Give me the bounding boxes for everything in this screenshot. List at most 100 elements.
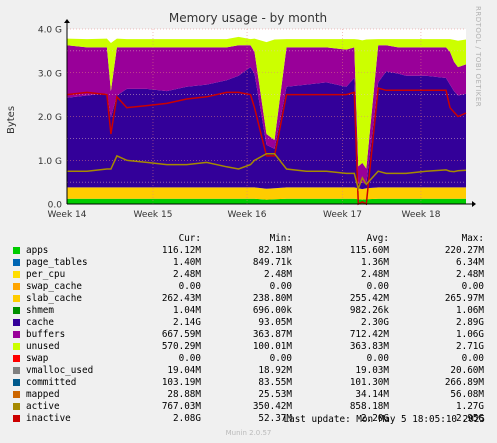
legend-cur: 0.00 — [178, 353, 201, 364]
legend-avg: 2.48M — [361, 269, 389, 280]
legend-min: 18.92M — [258, 365, 292, 376]
legend-max: 265.97M — [444, 293, 484, 304]
legend-name: vmalloc_used — [26, 365, 94, 376]
legend-avg: 858.18M — [349, 401, 389, 412]
legend-name: cache — [26, 317, 54, 328]
axes: 0.0 1.0 G 2.0 G 3.0 G 4.0 G Week 14 Week 15 Wee… — [38, 19, 476, 220]
legend-header-max: Max: — [461, 233, 484, 244]
legend-header-min: Min: — [269, 233, 292, 244]
legend-min: 83.55M — [258, 377, 292, 388]
legend-avg: 982.26k — [349, 305, 389, 316]
y-tick-label: 1.0 G — [38, 157, 62, 167]
legend-avg: 115.60M — [349, 245, 389, 256]
legend-cur: 570.29M — [161, 341, 201, 352]
legend-name: swap_cache — [26, 281, 82, 292]
legend-swatch — [13, 307, 20, 314]
legend-avg: 0.00 — [366, 281, 389, 292]
legend-row: active 767.03M 350.42M 858.18M 1.27G — [0, 401, 497, 413]
legend-row: swap_cache 0.00 0.00 0.00 0.00 — [0, 281, 497, 293]
legend-rows: apps 116.12M 82.18M 115.60M 220.27M page_tabl… — [0, 245, 497, 425]
legend-max: 1.06G — [456, 329, 484, 340]
stack-areas — [67, 36, 466, 204]
legend-avg: 712.42M — [349, 329, 389, 340]
legend-swatch — [13, 415, 20, 422]
legend-min: 350.42M — [252, 401, 292, 412]
legend-name: per_cpu — [26, 269, 66, 280]
area-buffers — [67, 45, 466, 184]
legend-header-avg: Avg: — [366, 233, 389, 244]
legend-row: apps 116.12M 82.18M 115.60M 220.27M — [0, 245, 497, 257]
legend-swatch — [13, 367, 20, 374]
legend-swatch — [13, 283, 20, 290]
legend-name: page_tables — [26, 257, 88, 268]
legend-swatch — [13, 391, 20, 398]
legend-max: 6.34M — [456, 257, 484, 268]
legend-row: per_cpu 2.48M 2.48M 2.48M 2.48M — [0, 269, 497, 281]
x-tick-label: Week 14 — [48, 210, 87, 220]
y-axis-arrow — [64, 19, 70, 23]
legend-name: buffers — [26, 329, 66, 340]
legend-row: slab_cache 262.43M 238.80M 255.42M 265.97M — [0, 293, 497, 305]
legend-row: mapped 28.88M 25.53M 34.14M 56.08M — [0, 389, 497, 401]
y-tick-label: 0.0 — [48, 201, 63, 211]
munin-footer: Munin 2.0.57 — [225, 429, 272, 437]
legend-avg: 0.00 — [366, 353, 389, 364]
legend-cur: 1.40M — [173, 257, 201, 268]
legend-cur: 19.04M — [167, 365, 201, 376]
legend-row: inactive 2.08G 52.37M 2.20G 2.95G — [0, 413, 497, 425]
area-cache — [67, 67, 466, 190]
legend-cur: 2.08G — [173, 413, 201, 424]
x-axis-arrow — [472, 201, 476, 207]
legend-row: cache 2.14G 93.05M 2.30G 2.89G — [0, 317, 497, 329]
legend-max: 2.89G — [456, 317, 484, 328]
legend-max: 220.27M — [444, 245, 484, 256]
legend-min: 2.48M — [264, 269, 292, 280]
legend-name: shmem — [26, 305, 54, 316]
legend-name: mapped — [26, 389, 60, 400]
legend-cur: 2.14G — [173, 317, 201, 328]
legend-max: 2.71G — [456, 341, 484, 352]
legend-swatch — [13, 343, 20, 350]
legend-max: 1.27G — [456, 401, 484, 412]
legend-avg: 19.03M — [355, 365, 389, 376]
legend-header: Cur: Min: Avg: Max: — [0, 233, 497, 245]
y-tick-label: 2.0 G — [38, 113, 62, 123]
x-tick-label: Week 15 — [133, 210, 172, 220]
line-active — [67, 152, 467, 192]
legend: Cur: Min: Avg: Max: apps 116.12M 82.18M 115… — [0, 233, 497, 425]
legend-swatch — [13, 403, 20, 410]
legend-min: 25.53M — [258, 389, 292, 400]
legend-cur: 767.03M — [161, 401, 201, 412]
legend-min: 238.80M — [252, 293, 292, 304]
legend-row: shmem 1.04M 696.00k 982.26k 1.06M — [0, 305, 497, 317]
x-tick-label: Week 18 — [401, 210, 440, 220]
y-tick-label: 4.0 G — [38, 26, 62, 36]
legend-avg: 2.30G — [361, 317, 389, 328]
legend-swatch — [13, 331, 20, 338]
legend-swatch — [13, 295, 20, 302]
chart-title: Memory usage - by month — [169, 11, 327, 25]
last-update: Last update: Mon May 5 18:05:10 2025 — [283, 414, 486, 425]
legend-cur: 28.88M — [167, 389, 201, 400]
legend-cur: 262.43M — [161, 293, 201, 304]
legend-max: 1.06M — [456, 305, 484, 316]
y-tick-label: 3.0 G — [38, 69, 62, 79]
y-axis-label: Bytes — [6, 106, 17, 134]
legend-max: 0.00 — [461, 281, 484, 292]
legend-min: 52.37M — [258, 413, 292, 424]
legend-swatch — [13, 271, 20, 278]
legend-name: inactive — [26, 413, 71, 424]
legend-min: 93.05M — [258, 317, 292, 328]
legend-max: 56.08M — [450, 389, 484, 400]
legend-swatch — [13, 259, 20, 266]
legend-name: slab_cache — [26, 293, 82, 304]
legend-avg: 363.83M — [349, 341, 389, 352]
line-inactive — [66, 87, 467, 206]
legend-cur: 0.00 — [178, 281, 201, 292]
legend-avg: 1.36M — [361, 257, 389, 268]
rrdtool-watermark: RRDTOOL / TOBI OETIKER — [474, 6, 482, 108]
legend-min: 0.00 — [269, 353, 292, 364]
legend-max: 20.60M — [450, 365, 484, 376]
legend-min: 100.01M — [252, 341, 292, 352]
